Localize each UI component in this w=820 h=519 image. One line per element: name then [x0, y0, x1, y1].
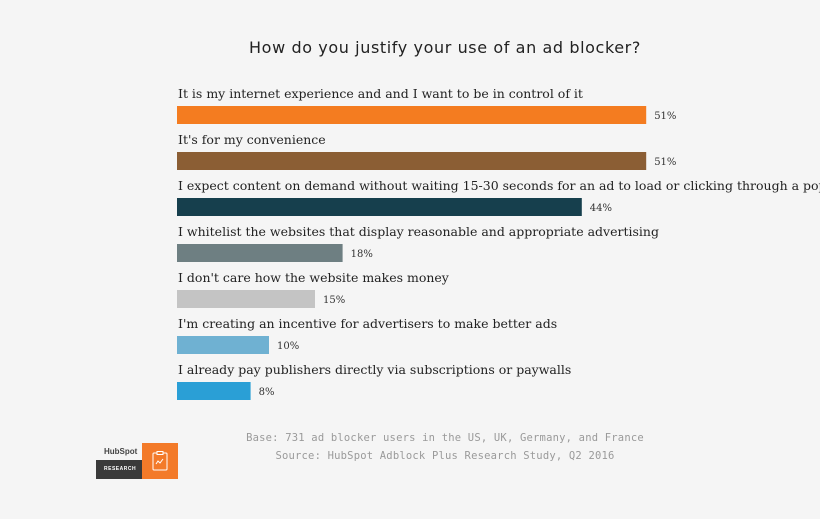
data-label: 15% [323, 295, 345, 306]
footnote-source: Source: HubSpot Adblock Plus Research St… [275, 450, 615, 462]
logo-research-label: RESEARCH [96, 460, 142, 479]
category-label: I already pay publishers directly via su… [178, 362, 571, 377]
document-icon [152, 451, 168, 471]
category-label: I expect content on demand without waiti… [178, 178, 820, 193]
data-label: 51% [654, 157, 676, 168]
bar [177, 198, 582, 216]
footnote-base: Base: 731 ad blocker users in the US, UK… [246, 432, 644, 444]
category-label: I'm creating an incentive for advertiser… [178, 316, 557, 331]
chart-title: How do you justify your use of an ad blo… [249, 38, 641, 57]
bar [177, 290, 315, 308]
category-label: It's for my convenience [178, 132, 326, 147]
bar [177, 152, 647, 170]
bar [177, 336, 269, 354]
category-label: I don't care how the website makes money [178, 270, 450, 285]
data-label: 10% [277, 341, 299, 352]
category-label: It is my internet experience and and I w… [178, 86, 583, 101]
data-label: 44% [590, 203, 612, 214]
data-label: 51% [654, 111, 676, 122]
bar [177, 106, 647, 124]
category-label: I whitelist the websites that display re… [178, 224, 659, 239]
bar [177, 244, 343, 262]
bar [177, 382, 251, 400]
data-label: 8% [259, 387, 275, 398]
hubspot-research-logo: HubSpot RESEARCH [96, 443, 178, 479]
logo-brand-text: HubSpot [96, 443, 142, 460]
data-label: 18% [351, 249, 373, 260]
